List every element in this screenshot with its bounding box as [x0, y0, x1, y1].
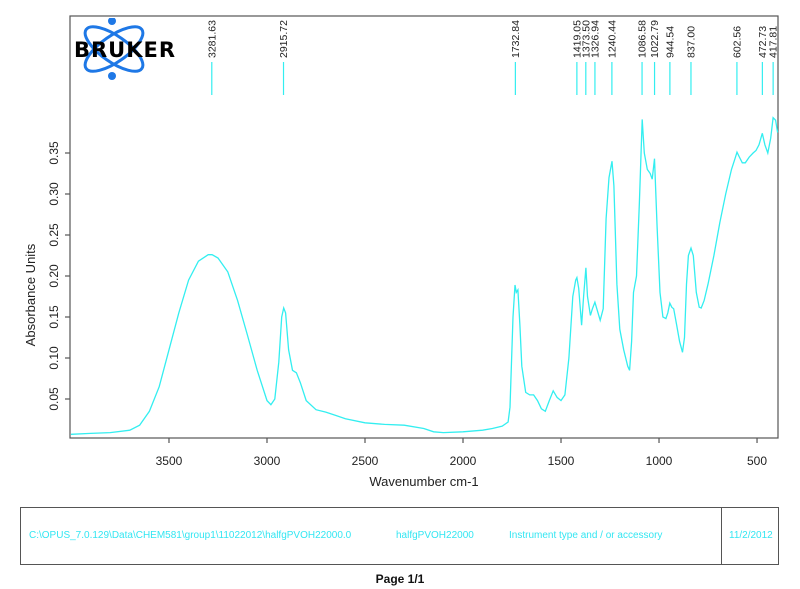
peak-label: 1086.58: [637, 20, 649, 58]
peak-label: 944.54: [664, 26, 676, 58]
peak-label: 3281.63: [206, 20, 218, 58]
y-tick-label: 0.05: [47, 387, 61, 411]
x-tick-label: 1000: [646, 454, 673, 468]
bruker-logo: BRUKER: [72, 18, 197, 80]
peak-label: 1326.94: [589, 20, 601, 58]
peak-label: 1732.84: [510, 20, 522, 58]
instrument-info: Instrument type and / or accessory: [509, 530, 663, 541]
y-tick-label: 0.30: [47, 182, 61, 206]
peak-label: 417.81: [768, 26, 780, 58]
y-tick-label: 0.10: [47, 346, 61, 370]
spectrum-chart: 0.05 0.10 0.15 0.20 0.25 0.30 0.35 3500 3000 250…: [23, 15, 780, 489]
spectrum-line: [70, 116, 779, 435]
x-axis: 3500 3000 2500 2000 1500 1000 500: [156, 438, 767, 468]
x-tick-label: 2000: [450, 454, 477, 468]
plot-frame: [69, 15, 779, 439]
peak-label: 1373.50: [580, 20, 592, 58]
footer-info-box: C:\OPUS_7.0.129\Data\CHEM581\group1\1102…: [20, 507, 779, 565]
footer-divider: [721, 508, 722, 564]
logo-text: BRUKER: [74, 38, 177, 62]
peak-label: 2915.72: [278, 20, 290, 58]
page-indicator: Page 1/1: [375, 572, 425, 586]
x-axis-title: Wavenumber cm-1: [369, 474, 478, 489]
measurement-date: 11/2/2012: [729, 530, 773, 541]
peak-label: 837.00: [685, 26, 697, 58]
y-tick-label: 0.20: [47, 264, 61, 288]
sample-name: halfgPVOH22000: [396, 530, 474, 541]
x-tick-label: 2500: [352, 454, 379, 468]
peak-label: 602.56: [731, 26, 743, 58]
peak-label: 1240.44: [606, 20, 618, 58]
x-tick-label: 3000: [254, 454, 281, 468]
atom-orbit-icon: [83, 18, 145, 80]
x-tick-label: 3500: [156, 454, 183, 468]
x-tick-label: 1500: [548, 454, 575, 468]
file-path: C:\OPUS_7.0.129\Data\CHEM581\group1\1102…: [29, 530, 352, 541]
y-tick-label: 0.25: [47, 223, 61, 247]
peak-label: 472.73: [757, 26, 769, 58]
y-tick-label: 0.15: [47, 305, 61, 329]
y-axis: 0.05 0.10 0.15 0.20 0.25 0.30 0.35: [47, 141, 70, 411]
x-tick-label: 500: [747, 454, 767, 468]
peak-label: 1419.05: [571, 20, 583, 58]
peak-label: 1022.79: [649, 20, 661, 58]
y-axis-title: Absorbance Units: [23, 243, 38, 346]
y-tick-label: 0.35: [47, 141, 61, 165]
peak-markers: 3281.63 2915.72 1732.84 1419.051373.501326.…: [206, 20, 780, 95]
